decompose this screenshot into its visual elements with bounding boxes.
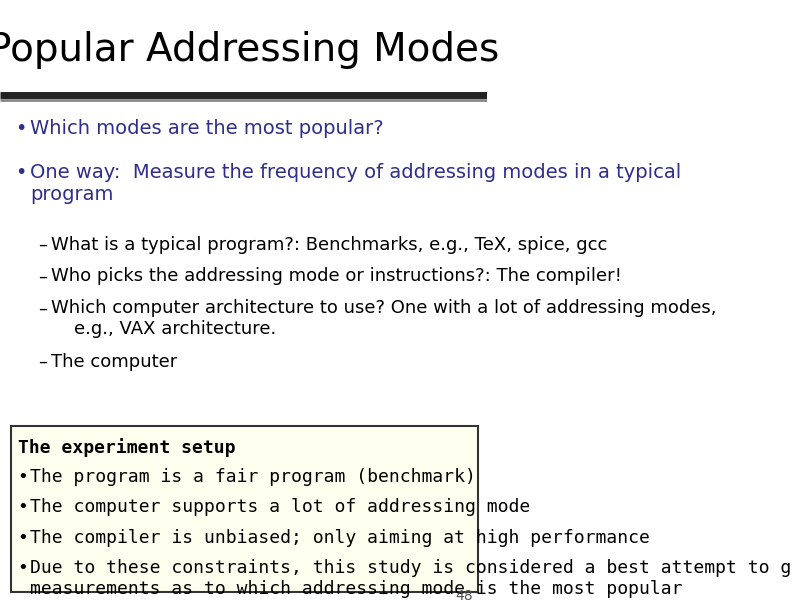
Text: The compiler is unbiased; only aiming at high performance: The compiler is unbiased; only aiming at… xyxy=(30,529,649,547)
Text: Popular Addressing Modes: Popular Addressing Modes xyxy=(0,31,500,69)
Text: Who picks the addressing mode or instructions?: The compiler!: Who picks the addressing mode or instruc… xyxy=(51,267,622,285)
Text: The computer: The computer xyxy=(51,353,177,371)
Text: Which modes are the most popular?: Which modes are the most popular? xyxy=(30,119,384,138)
Text: •: • xyxy=(17,468,29,485)
Text: The computer supports a lot of addressing mode: The computer supports a lot of addressin… xyxy=(30,498,530,516)
FancyBboxPatch shape xyxy=(11,426,478,592)
Text: •: • xyxy=(17,498,29,516)
Text: –: – xyxy=(38,236,47,253)
Text: •: • xyxy=(16,163,27,182)
Text: •: • xyxy=(17,559,29,577)
Text: Due to these constraints, this study is considered a best attempt to get unbiase: Due to these constraints, this study is … xyxy=(30,559,792,598)
Text: The experiment setup: The experiment setup xyxy=(17,438,235,457)
Text: The program is a fair program (benchmark): The program is a fair program (benchmark… xyxy=(30,468,476,485)
Text: –: – xyxy=(38,353,47,371)
Text: •: • xyxy=(17,529,29,547)
Text: •: • xyxy=(16,119,27,138)
Text: –: – xyxy=(38,299,47,317)
Text: What is a typical program?: Benchmarks, e.g., TeX, spice, gcc: What is a typical program?: Benchmarks, … xyxy=(51,236,607,253)
Text: –: – xyxy=(38,267,47,285)
Text: Which computer architecture to use? One with a lot of addressing modes,
    e.g.: Which computer architecture to use? One … xyxy=(51,299,717,338)
Text: 48: 48 xyxy=(455,589,473,603)
Text: One way:  Measure the frequency of addressing modes in a typical
program: One way: Measure the frequency of addres… xyxy=(30,163,681,204)
